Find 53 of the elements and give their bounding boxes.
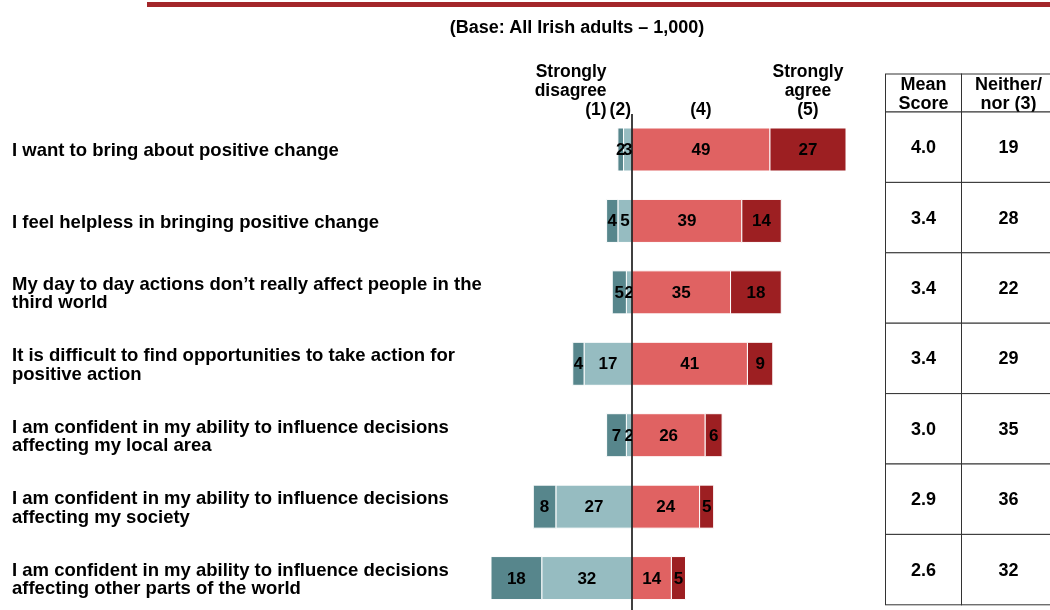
data-label: 8	[539, 497, 550, 517]
data-label: 27	[798, 140, 818, 159]
bar	[606, 413, 627, 458]
data-label: 4	[607, 211, 618, 231]
data-label: 32	[577, 568, 597, 588]
data-label: 26	[659, 425, 679, 445]
data-label: 32	[998, 559, 1019, 580]
data-label: 29	[998, 348, 1019, 369]
data-label: 14	[752, 211, 772, 231]
data-label: 4	[573, 354, 584, 374]
data-label: 49	[691, 140, 711, 159]
x-tick-label: Mean Score	[898, 73, 949, 113]
data-label: 35	[671, 282, 691, 302]
data-label: 28	[998, 207, 1019, 228]
data-label: 18	[506, 568, 526, 588]
series-label: (4)	[690, 99, 712, 119]
data-label: 9	[755, 354, 765, 374]
data-label: 6	[708, 425, 719, 445]
data-label: 7	[611, 425, 622, 445]
data-label: 27	[584, 497, 604, 517]
data-label: 36	[998, 489, 1019, 510]
data-label: 4.0	[910, 137, 937, 158]
data-label: 24	[656, 497, 676, 517]
y-tick-label: I am confident in my ability to influence decisions affecting my local area	[12, 415, 449, 456]
x-tick-label: Neither/ nor (3)	[974, 73, 1043, 113]
data-label: 22	[998, 278, 1019, 298]
series-label: Strongly disagree (1)	[534, 61, 607, 119]
data-label: 39	[677, 211, 697, 231]
data-label: 41	[680, 354, 700, 374]
chart-subtitle: (Base: All Irish adults – 1,000)	[449, 17, 705, 37]
y-tick-label: It is difficult to find opportunities to take action for positive action	[12, 344, 455, 384]
data-label: 3.4	[910, 278, 937, 298]
data-label: 3.4	[910, 207, 937, 228]
data-label: 19	[998, 137, 1019, 158]
data-label: 17	[598, 354, 618, 374]
data-label: 5	[701, 497, 712, 517]
data-label: 3.0	[910, 418, 937, 439]
y-tick-label: My day to day actions don’t really affect people in the third world	[12, 272, 482, 313]
data-label: 14	[642, 568, 662, 588]
series-label: (2)	[609, 99, 631, 119]
data-label: 5	[614, 282, 625, 302]
series-label: Strongly agree (5)	[772, 61, 844, 119]
y-tick-label: I feel helpless in bringing positive change	[12, 210, 379, 232]
y-tick-label: I am confident in my ability to influence decisions affecting other parts of the world	[12, 558, 449, 599]
data-label: 5	[673, 568, 684, 588]
data-label: 2.6	[910, 559, 937, 580]
data-label: 3.4	[910, 348, 937, 369]
data-label: 2.9	[910, 489, 937, 510]
data-label: 35	[998, 418, 1019, 439]
y-tick-label: I am confident in my ability to influence decisions affecting my society	[12, 487, 449, 527]
data-label: 18	[746, 282, 766, 302]
y-tick-label: I want to bring about positive change	[12, 139, 339, 161]
data-label: 5	[620, 211, 630, 231]
